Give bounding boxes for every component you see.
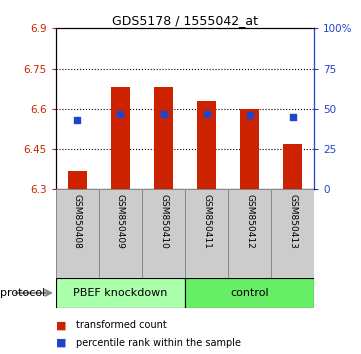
- Point: [290, 114, 295, 120]
- Text: GSM850410: GSM850410: [159, 194, 168, 249]
- Point: [75, 117, 81, 123]
- Text: transformed count: transformed count: [76, 320, 166, 330]
- Bar: [228, 189, 271, 278]
- Title: GDS5178 / 1555042_at: GDS5178 / 1555042_at: [112, 14, 258, 27]
- Point: [204, 111, 209, 116]
- Text: PBEF knockdown: PBEF knockdown: [73, 288, 168, 298]
- Bar: [56, 278, 185, 308]
- Text: protocol: protocol: [0, 288, 45, 298]
- Bar: [111, 87, 130, 189]
- Bar: [154, 87, 173, 189]
- Bar: [142, 189, 185, 278]
- Bar: [56, 189, 99, 278]
- Bar: [197, 101, 216, 189]
- Text: ■: ■: [56, 320, 66, 330]
- Bar: [240, 109, 259, 189]
- Text: GSM850413: GSM850413: [288, 194, 297, 249]
- Bar: [185, 278, 314, 308]
- Text: GSM850408: GSM850408: [73, 194, 82, 249]
- Bar: [283, 144, 302, 189]
- Bar: [271, 189, 314, 278]
- Bar: [185, 189, 228, 278]
- Point: [247, 113, 252, 118]
- Text: percentile rank within the sample: percentile rank within the sample: [76, 338, 241, 348]
- Bar: [68, 171, 87, 189]
- Text: GSM850411: GSM850411: [202, 194, 211, 249]
- Text: GSM850409: GSM850409: [116, 194, 125, 249]
- Point: [118, 111, 123, 116]
- Text: GSM850412: GSM850412: [245, 194, 254, 249]
- Point: [161, 111, 166, 116]
- Bar: [99, 189, 142, 278]
- Text: control: control: [230, 288, 269, 298]
- Text: ■: ■: [56, 338, 66, 348]
